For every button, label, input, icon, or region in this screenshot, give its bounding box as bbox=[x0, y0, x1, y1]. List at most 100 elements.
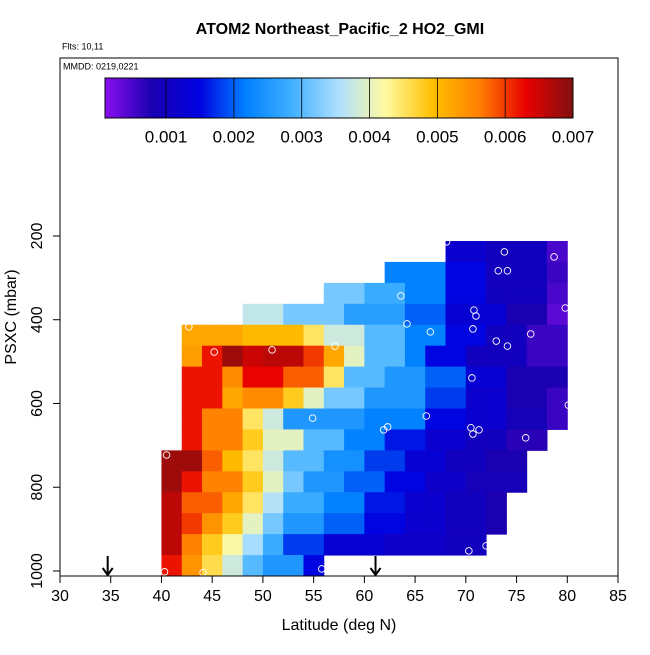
heat-cell bbox=[445, 429, 467, 451]
heat-cell bbox=[242, 471, 264, 493]
heat-cell bbox=[364, 429, 386, 451]
flight-point bbox=[442, 238, 451, 246]
heat-cell bbox=[283, 408, 304, 430]
y-tick-label: 400 bbox=[29, 306, 46, 333]
heat-cell bbox=[364, 345, 386, 368]
x-tick-label: 60 bbox=[355, 588, 373, 605]
flights-label: Flts: 10,11 bbox=[62, 41, 103, 51]
heat-cell bbox=[344, 513, 365, 535]
heat-cell bbox=[546, 240, 568, 263]
flight-point bbox=[503, 266, 512, 275]
x-axis-label: Latitude (deg N) bbox=[282, 617, 397, 634]
heat-cell bbox=[344, 429, 365, 451]
flight-point bbox=[521, 434, 530, 442]
flight-point bbox=[526, 330, 535, 338]
heat-cell bbox=[486, 513, 507, 535]
heat-cell bbox=[384, 282, 406, 305]
heat-cell bbox=[465, 429, 487, 451]
colorbar-tick-label: 0.005 bbox=[416, 127, 459, 146]
dates-label: MMDD: 0219,0221 bbox=[63, 61, 139, 71]
heat-cell bbox=[364, 513, 386, 535]
heat-cell bbox=[202, 534, 223, 556]
heat-cell bbox=[404, 492, 426, 514]
flight-point bbox=[500, 248, 509, 256]
heat-cell bbox=[465, 492, 487, 514]
heat-cell bbox=[465, 303, 487, 326]
flight-point bbox=[469, 325, 477, 333]
heat-cell bbox=[425, 429, 447, 451]
heat-cell bbox=[404, 408, 426, 430]
heat-cell bbox=[202, 492, 223, 514]
heat-cell bbox=[303, 513, 325, 535]
heat-cell bbox=[344, 387, 365, 409]
y-tick-label: 800 bbox=[29, 474, 46, 501]
flight-point bbox=[494, 266, 503, 275]
heat-cell bbox=[425, 345, 447, 368]
flight-point bbox=[482, 542, 490, 550]
heat-cell bbox=[425, 324, 447, 347]
heat-cell bbox=[506, 387, 528, 409]
heat-cell bbox=[445, 513, 467, 535]
colorbar-tick-label: 0.007 bbox=[552, 127, 595, 146]
heat-cell bbox=[242, 450, 264, 472]
heat-cell bbox=[283, 429, 304, 451]
heat-cell bbox=[323, 303, 345, 326]
heat-cell bbox=[384, 471, 406, 493]
heat-cell bbox=[404, 261, 426, 284]
heat-cell bbox=[181, 513, 203, 535]
heat-cell bbox=[364, 366, 386, 389]
heat-cell bbox=[222, 324, 244, 347]
heat-cell bbox=[465, 408, 487, 430]
heat-cell bbox=[242, 513, 264, 535]
heat-cell bbox=[546, 408, 568, 430]
latitude-arrow bbox=[369, 556, 382, 577]
heat-cell bbox=[262, 324, 284, 347]
heat-cell bbox=[465, 261, 487, 284]
heat-cell bbox=[526, 387, 548, 409]
heat-cell bbox=[486, 387, 507, 409]
heat-cell bbox=[445, 387, 467, 409]
heat-cell bbox=[283, 492, 304, 514]
heat-cell bbox=[242, 408, 264, 430]
chart-title: ATOM2 Northeast_Pacific_2 HO2_GMI bbox=[196, 21, 484, 38]
heat-cell bbox=[323, 324, 345, 347]
heat-cell bbox=[486, 240, 507, 263]
heat-cell bbox=[425, 513, 447, 535]
flight-point bbox=[503, 342, 512, 350]
heat-cell bbox=[445, 408, 467, 430]
flight-point bbox=[492, 337, 501, 345]
heat-cell bbox=[404, 387, 426, 409]
heat-cell bbox=[262, 345, 284, 368]
heat-cell bbox=[202, 324, 223, 347]
flight-point bbox=[331, 342, 339, 350]
heat-cell bbox=[242, 429, 264, 451]
heat-cell bbox=[425, 387, 447, 409]
heat-cell bbox=[506, 324, 528, 347]
y-tick-label: 200 bbox=[29, 223, 46, 250]
heat-cell bbox=[202, 366, 223, 389]
heat-cell bbox=[303, 345, 325, 368]
heat-cell bbox=[404, 450, 426, 472]
heat-cell bbox=[425, 303, 447, 326]
heat-cell bbox=[526, 324, 548, 347]
heat-cell bbox=[364, 408, 386, 430]
heat-cell bbox=[425, 492, 447, 514]
heat-cell bbox=[202, 555, 223, 577]
heat-cell bbox=[181, 366, 203, 389]
heat-cell bbox=[384, 429, 406, 451]
heat-cell bbox=[181, 471, 203, 493]
flight-point bbox=[426, 328, 435, 336]
heat-cell bbox=[404, 366, 426, 389]
heat-cell bbox=[303, 324, 325, 347]
flight-point bbox=[210, 348, 218, 356]
heat-cell bbox=[506, 429, 528, 451]
flight-point bbox=[379, 426, 388, 434]
x-tick-label: 55 bbox=[305, 588, 323, 605]
x-tick-label: 30 bbox=[51, 588, 69, 605]
heat-cell bbox=[364, 303, 386, 326]
heat-cell bbox=[506, 408, 528, 430]
heat-cell bbox=[262, 534, 284, 556]
heat-cell bbox=[384, 366, 406, 389]
heat-cell bbox=[202, 450, 223, 472]
heat-cell bbox=[262, 471, 284, 493]
